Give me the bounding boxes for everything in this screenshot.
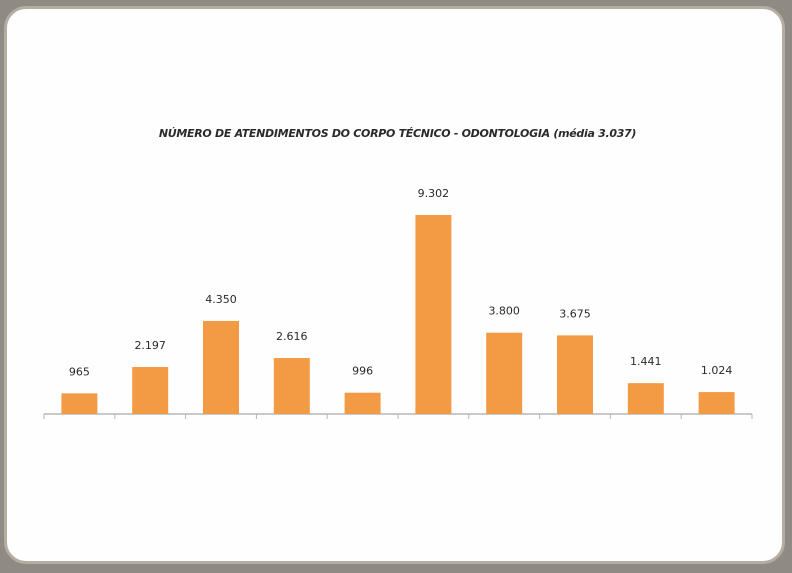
bar-value-label: 996 bbox=[352, 365, 373, 378]
bar-value-label: 2.616 bbox=[276, 330, 308, 343]
bar-value-label: 965 bbox=[69, 365, 90, 378]
bar bbox=[61, 393, 97, 414]
bar bbox=[699, 392, 735, 414]
chart-frame: NÚMERO DE ATENDIMENTOS DO CORPO TÉCNICO … bbox=[4, 6, 785, 564]
bar bbox=[415, 215, 451, 414]
bar-value-label: 4.350 bbox=[205, 293, 237, 306]
bar bbox=[203, 321, 239, 414]
bar-value-label: 1.441 bbox=[630, 355, 662, 368]
bar-value-label: 3.800 bbox=[488, 305, 520, 318]
bar-chart: 965 2.197 4.350 2.616 996 9.302 3.800 3.675 1.44… bbox=[7, 9, 785, 564]
bar-value-label: 3.675 bbox=[559, 307, 591, 320]
bar bbox=[132, 367, 168, 414]
bar-value-label: 9.302 bbox=[418, 187, 450, 200]
bar bbox=[274, 358, 310, 414]
bar bbox=[628, 383, 664, 414]
bar bbox=[557, 335, 593, 414]
bar bbox=[345, 393, 381, 414]
bar bbox=[486, 333, 522, 414]
bar-value-label: 1.024 bbox=[701, 364, 733, 377]
bar-value-label: 2.197 bbox=[134, 339, 166, 352]
